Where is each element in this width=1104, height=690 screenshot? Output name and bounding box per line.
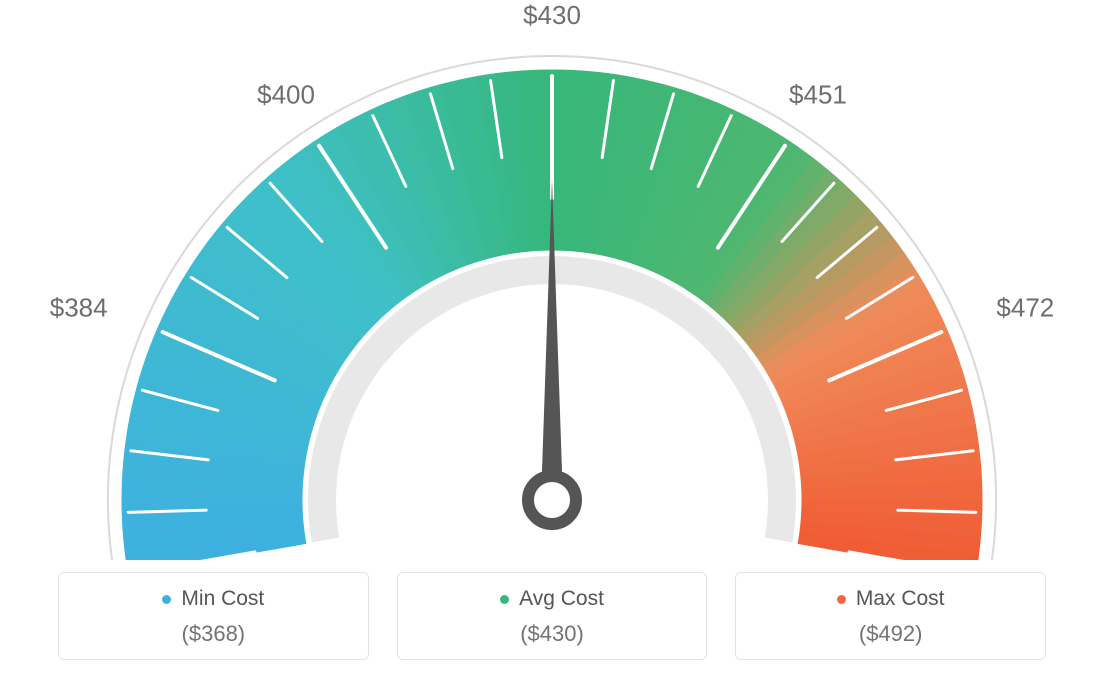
legend-title-max: Max Cost <box>837 587 945 611</box>
tick-label: $384 <box>50 292 108 322</box>
legend-label-min: Min Cost <box>181 587 264 611</box>
legend-row: Min Cost ($368) Avg Cost ($430) Max Cost… <box>58 572 1046 660</box>
legend-dot-min <box>162 595 171 604</box>
tick-label: $472 <box>996 292 1054 322</box>
gauge-chart: $368$384$400$430$451$472$492 <box>0 0 1104 560</box>
legend-dot-max <box>837 595 846 604</box>
legend-card-avg: Avg Cost ($430) <box>397 572 708 660</box>
legend-title-avg: Avg Cost <box>500 587 604 611</box>
chart-container: $368$384$400$430$451$472$492 Min Cost ($… <box>0 0 1104 690</box>
legend-label-max: Max Cost <box>856 587 945 611</box>
legend-card-max: Max Cost ($492) <box>735 572 1046 660</box>
tick-label: $400 <box>257 80 315 110</box>
gauge-svg: $368$384$400$430$451$472$492 <box>0 0 1104 560</box>
legend-label-avg: Avg Cost <box>519 587 604 611</box>
legend-dot-avg <box>500 595 509 604</box>
tick-label: $451 <box>789 80 847 110</box>
legend-title-min: Min Cost <box>162 587 264 611</box>
tick-label: $430 <box>523 0 581 30</box>
legend-value-min: ($368) <box>69 621 358 647</box>
legend-value-max: ($492) <box>746 621 1035 647</box>
legend-value-avg: ($430) <box>408 621 697 647</box>
gauge-needle-hub <box>528 476 576 524</box>
legend-card-min: Min Cost ($368) <box>58 572 369 660</box>
